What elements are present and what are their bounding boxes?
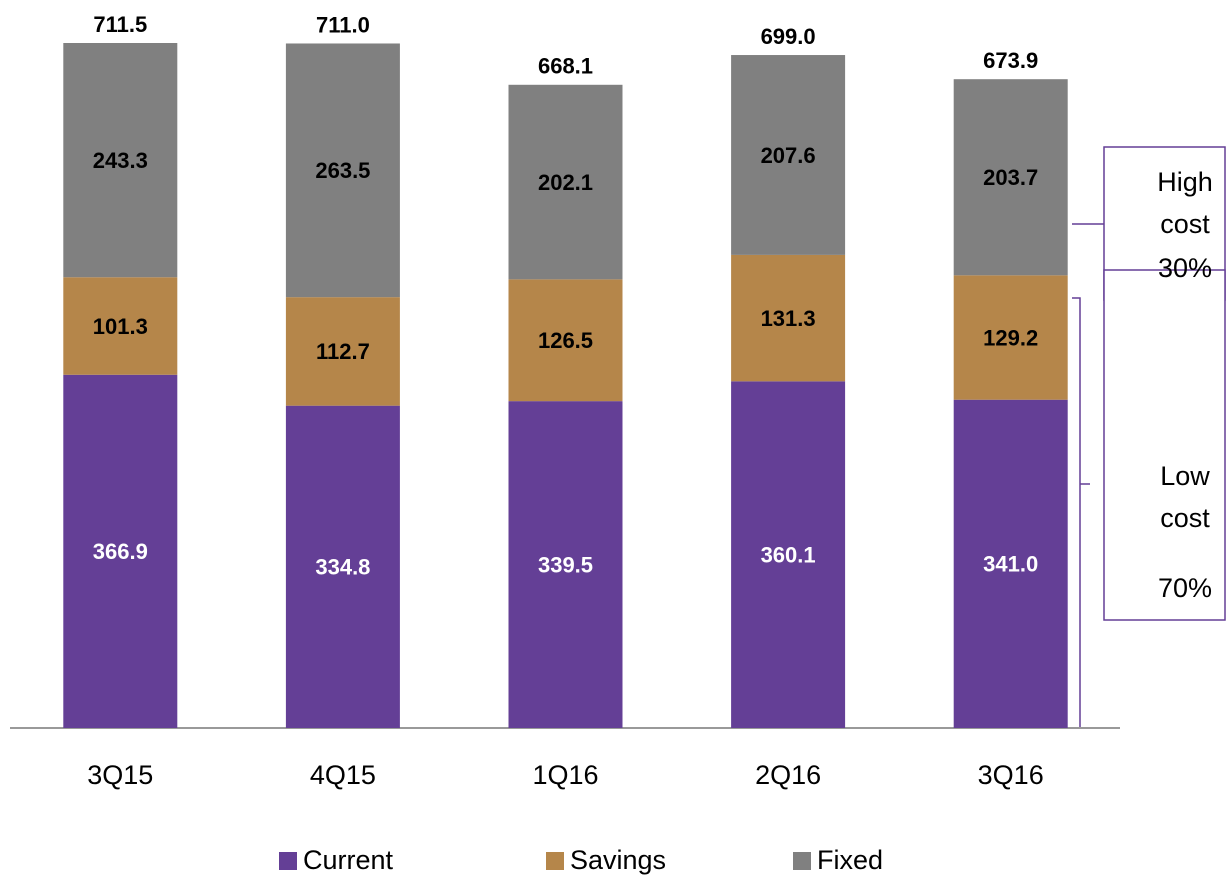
bar-segment xyxy=(285,405,400,728)
low-bracket xyxy=(1072,297,1090,729)
legend-label: Current xyxy=(303,845,394,875)
bar-segment xyxy=(63,43,178,278)
total-label: 699.0 xyxy=(761,24,816,49)
bar-segment xyxy=(285,297,400,406)
value-label: 203.7 xyxy=(983,165,1038,190)
bar-segment xyxy=(953,79,1068,276)
legend-label: Savings xyxy=(570,845,666,875)
bar-segment xyxy=(953,399,1068,728)
legend-swatch xyxy=(279,852,297,870)
annotation: High xyxy=(1157,167,1213,197)
bar-segment xyxy=(63,374,178,728)
value-label: 131.3 xyxy=(761,306,816,331)
bar-segment xyxy=(508,84,623,280)
legend-swatch xyxy=(793,852,811,870)
legend-swatch xyxy=(546,852,564,870)
value-label: 129.2 xyxy=(983,325,1038,350)
low-cost-box xyxy=(1103,269,1226,621)
bar-segment xyxy=(731,254,846,382)
annotation: Low xyxy=(1160,461,1210,491)
value-label: 360.1 xyxy=(761,542,816,567)
bar-segment xyxy=(508,401,623,728)
bar-segment xyxy=(731,381,846,728)
bar-segment xyxy=(63,277,178,375)
annotation: 30% xyxy=(1158,253,1212,283)
value-label: 101.3 xyxy=(93,314,148,339)
x-tick-label: 2Q16 xyxy=(755,760,821,790)
annotation: cost xyxy=(1160,209,1210,239)
annotation: cost xyxy=(1160,503,1210,533)
bar-segment xyxy=(508,279,623,402)
value-label: 243.3 xyxy=(93,148,148,173)
total-label: 668.1 xyxy=(538,54,593,79)
legend-label: Fixed xyxy=(817,845,883,875)
total-label: 711.5 xyxy=(93,12,147,37)
value-label: 339.5 xyxy=(538,552,593,577)
x-tick-label: 3Q15 xyxy=(87,760,153,790)
bar-segment xyxy=(953,275,1068,400)
value-label: 263.5 xyxy=(315,158,370,183)
value-label: 112.7 xyxy=(316,339,370,364)
value-label: 126.5 xyxy=(538,328,593,353)
total-label: 673.9 xyxy=(983,48,1038,73)
total-label: 711.0 xyxy=(316,12,370,37)
value-label: 341.0 xyxy=(983,552,1038,577)
value-label: 334.8 xyxy=(315,555,370,580)
x-tick-label: 4Q15 xyxy=(310,760,376,790)
value-label: 202.1 xyxy=(538,170,593,195)
x-tick-label: 1Q16 xyxy=(532,760,598,790)
x-tick-label: 3Q16 xyxy=(978,760,1044,790)
bar-segment xyxy=(731,55,846,255)
annotation: 70% xyxy=(1158,573,1212,603)
value-label: 207.6 xyxy=(761,143,816,168)
brackets xyxy=(1072,146,1226,729)
value-label: 366.9 xyxy=(93,539,148,564)
bar-segment xyxy=(285,43,400,298)
